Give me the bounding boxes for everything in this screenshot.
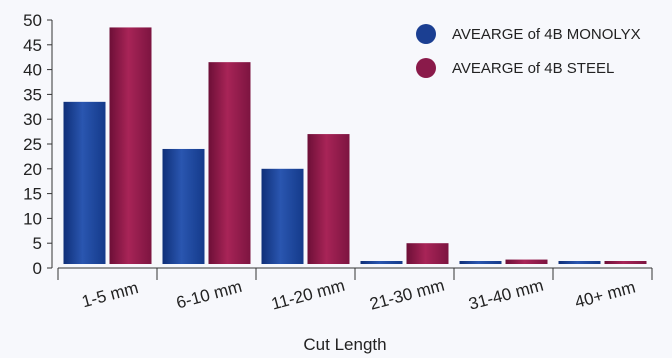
legend-label: AVEARGE of 4B MONOLYX	[452, 26, 641, 43]
x-axis	[57, 267, 653, 280]
y-axis: 0 5 10 15 20 25 30 35 40 45 50	[23, 11, 53, 278]
bar-monolyx-4	[360, 261, 403, 264]
bar-steel-3	[307, 134, 350, 264]
y-tick-label: 35	[23, 85, 42, 104]
legend-swatch	[416, 58, 436, 78]
bar-monolyx-1	[63, 101, 106, 264]
bar-steel-6	[604, 261, 647, 264]
x-tick-label: 1-5 mm	[80, 278, 141, 311]
bar-monolyx-5	[459, 261, 502, 264]
legend-label: AVEARGE of 4B STEEL	[452, 60, 614, 77]
bar-monolyx-3	[261, 168, 304, 264]
y-tick-label: 50	[23, 11, 42, 30]
bar-monolyx-6	[558, 261, 601, 264]
x-tick-label: 31-40 mm	[467, 276, 546, 314]
y-tick-label: 45	[23, 36, 42, 55]
x-tick-label: 21-30 mm	[368, 276, 447, 314]
bar-steel-2	[208, 62, 251, 264]
y-tick-label: 20	[23, 160, 42, 179]
legend-swatch	[416, 24, 436, 44]
bar-steel-4	[406, 243, 449, 264]
y-tick-label: 15	[23, 185, 42, 204]
bars	[63, 27, 647, 264]
legend: AVEARGE of 4B MONOLYX AVEARGE of 4B STEEL	[416, 24, 641, 78]
y-tick-label: 40	[23, 61, 42, 80]
x-axis-title: Cut Length	[303, 335, 386, 354]
y-tick-label: 5	[33, 234, 42, 253]
y-tick-label: 10	[23, 209, 42, 228]
y-tick-label: 25	[23, 135, 42, 154]
bar-steel-1	[109, 27, 152, 264]
bar-steel-5	[505, 259, 548, 264]
x-tick-label: 11-20 mm	[269, 276, 347, 314]
y-tick-label: 0	[33, 259, 42, 278]
y-tick-label: 30	[23, 110, 42, 129]
bar-monolyx-2	[162, 148, 205, 264]
x-tick-labels: 1-5 mm 6-10 mm 11-20 mm 21-30 mm 31-40 mm 40+…	[80, 276, 638, 314]
x-tick-label: 40+ mm	[573, 278, 638, 312]
x-tick-label: 6-10 mm	[174, 277, 244, 313]
